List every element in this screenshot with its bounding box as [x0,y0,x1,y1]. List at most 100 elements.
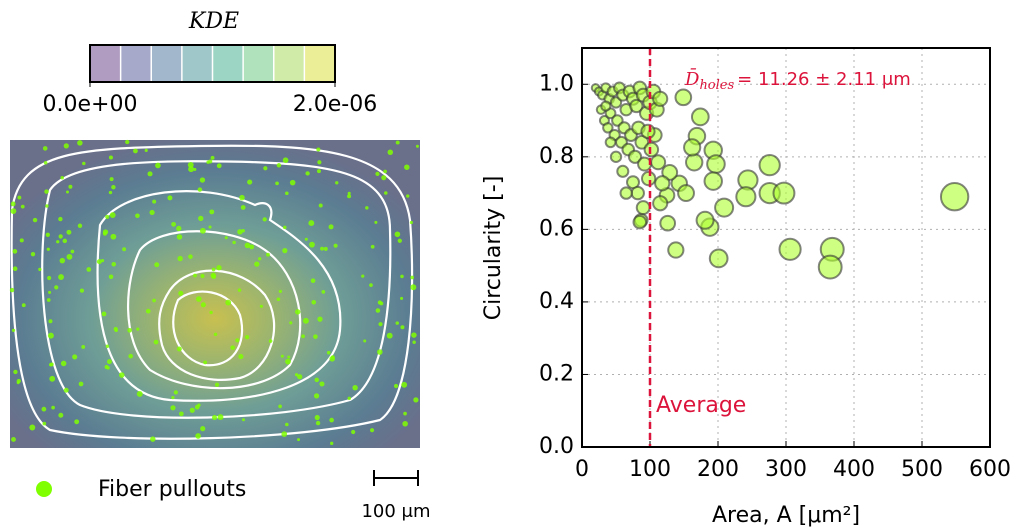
pullout-dot [363,339,367,343]
pullout-dot [370,244,375,249]
annotation: D̄holes = 11.26 ± 2.11 μm [684,67,911,93]
pullout-dot [211,267,216,272]
pullout-dot [153,339,159,345]
pullout-dot [41,406,47,412]
pullout-dot [81,344,86,349]
pullout-dot [375,308,381,313]
pullout-dot [241,418,245,422]
pullout-dot [60,175,64,180]
colorbar-segment [120,45,152,82]
pullout-dot [224,236,228,240]
point [772,181,796,205]
pullout-dot [237,288,242,292]
annotation-part: holes [699,78,734,93]
pullout-dot [13,369,18,375]
point [619,186,633,200]
pullout-dot [289,179,296,186]
pullout-dot [111,261,117,267]
pullout-dot [58,234,63,239]
pullout-dot [58,412,64,418]
pullout-dot [304,237,308,241]
pullout-dot [383,169,387,174]
point [659,214,677,232]
pullout-dot [193,167,197,171]
pullout-dot [145,308,151,314]
pullout-dot [328,224,334,230]
pullout-dot [44,189,49,194]
pullout-dot [335,181,339,185]
pullout-dot [102,231,107,236]
pullout-dot [63,387,69,393]
pullout-dot [58,274,64,280]
pullout-dot [176,346,182,352]
pullout-dot [96,259,102,265]
pullout-dot [351,429,356,435]
pullout-dot [310,278,316,284]
point [640,123,656,140]
pullout-dot [197,187,203,192]
pullout-dot [381,175,387,181]
point [616,164,630,178]
y-tick-label: 0.6 [539,216,574,241]
pullout-dot [395,140,400,145]
pullout-dot [10,201,16,207]
pullout-dot [317,316,323,322]
pullout-dot [315,420,321,426]
pullout-dot [66,253,73,260]
pullout-dot [294,309,301,315]
point [604,136,617,149]
pullout-dot [386,332,393,339]
pullout-dot [107,359,112,365]
pullout-dot [209,209,215,215]
pullout-dot [217,414,224,421]
y-tick-label: 0.8 [539,144,574,169]
pullout-dot [46,247,50,251]
pullout-dot [397,238,402,243]
point [602,122,614,134]
pullout-dot [198,215,204,222]
pullout-dot [412,340,416,345]
pullout-dot [30,251,36,257]
pullout-dot [249,244,255,250]
pullout-dot [114,328,118,333]
point [683,138,702,157]
pullout-dot [241,229,245,233]
pullout-dot [211,274,217,280]
pullout-dot [47,275,52,281]
pullout-dot [333,243,338,248]
pullout-dot [101,259,105,263]
colorbar-title: KDE [188,9,239,34]
pullout-dot [38,267,42,272]
pullout-dot [45,204,49,208]
pullout-dot [11,328,16,333]
point [629,98,644,114]
pullout-dot [214,382,220,387]
pullout-dot [197,403,201,407]
pullout-dot [400,325,405,330]
pullout-dot [262,217,267,222]
pullout-dot [108,190,113,195]
point [640,170,657,187]
pullout-dot [42,146,48,151]
annotation-part: D̄ [684,67,700,90]
point [708,248,729,269]
point [685,153,704,172]
pullout-dot [285,358,291,365]
pullout-dot [244,334,250,340]
pullout-dot [104,364,109,369]
pullout-dot [413,397,419,403]
pullout-dot [77,140,83,146]
pullout-dot [347,396,351,401]
pullout-dot [305,171,310,176]
point [677,184,695,203]
colorbar-frame [89,44,336,83]
pullout-dot [51,405,55,410]
pullout-dot [133,148,138,154]
point [650,154,667,171]
point [635,200,651,216]
point [632,214,648,230]
pullout-dot [105,214,110,219]
pullout-dot [118,372,125,378]
pullout-dot [9,287,15,293]
y-tick-label: 0.2 [539,361,574,386]
